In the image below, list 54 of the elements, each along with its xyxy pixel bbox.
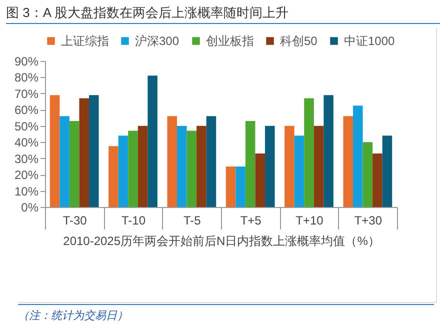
bar: [226, 166, 236, 207]
y-tick-label: 60%: [14, 103, 39, 118]
x-tick-label: T+10: [296, 214, 324, 228]
bar: [362, 142, 373, 207]
x-tick-label: T-10: [121, 214, 146, 228]
bar: [118, 136, 128, 207]
bar: [236, 166, 246, 207]
bar: [314, 126, 324, 207]
legend-label: 科创50: [280, 34, 318, 48]
legend-label: 中证1000: [344, 34, 396, 48]
x-tick-label: T-5: [183, 214, 202, 228]
bar: [196, 126, 206, 207]
bar: [343, 116, 353, 207]
bar: [60, 116, 70, 207]
y-tick-label: 90%: [14, 54, 39, 68]
bar: [245, 121, 256, 207]
y-tick-label: 40%: [14, 136, 39, 150]
bar: [265, 126, 275, 207]
x-tick-label: T-30: [62, 214, 88, 228]
y-tick-label: 50%: [14, 119, 39, 134]
bar: [108, 146, 118, 207]
bar: [294, 136, 304, 207]
y-tick-label: 20%: [14, 168, 39, 182]
y-tick-label: 70%: [14, 86, 39, 101]
x-tick-label: T+5: [240, 214, 262, 228]
bar: [50, 95, 60, 207]
y-tick-label: 30%: [14, 152, 39, 166]
bar: [372, 153, 382, 207]
y-tick-label: 0%: [21, 200, 39, 214]
legend-label: 创业板指: [206, 34, 254, 48]
y-tick-label: 80%: [14, 70, 39, 85]
text: （注：统计为交易日）: [18, 308, 128, 323]
y-tick-label: 10%: [14, 184, 39, 198]
bar: [186, 130, 197, 207]
legend-label: 沪深300: [135, 34, 180, 48]
x-tick-label: T+30: [354, 214, 382, 228]
bar: [177, 126, 187, 207]
chart-title: 图 3：A 股大盘指数在两会后上涨概率随时间上升: [6, 4, 288, 22]
bar: [138, 126, 148, 207]
bar: [89, 95, 99, 207]
bar: [79, 98, 89, 207]
bar: [69, 121, 80, 207]
bar: [167, 116, 177, 207]
x-axis-title: 2010-2025历年两会开始前后N日内指数上涨概率均值（%）: [63, 234, 380, 248]
bar: [284, 126, 294, 207]
bar: [255, 153, 265, 207]
bar: [206, 116, 216, 207]
bar: [324, 95, 334, 207]
bar: [148, 76, 158, 207]
bar: [353, 106, 363, 207]
legend-label: 上证综指: [61, 34, 109, 48]
bar: [304, 98, 314, 207]
bar: [382, 136, 392, 207]
bar: [128, 130, 138, 207]
